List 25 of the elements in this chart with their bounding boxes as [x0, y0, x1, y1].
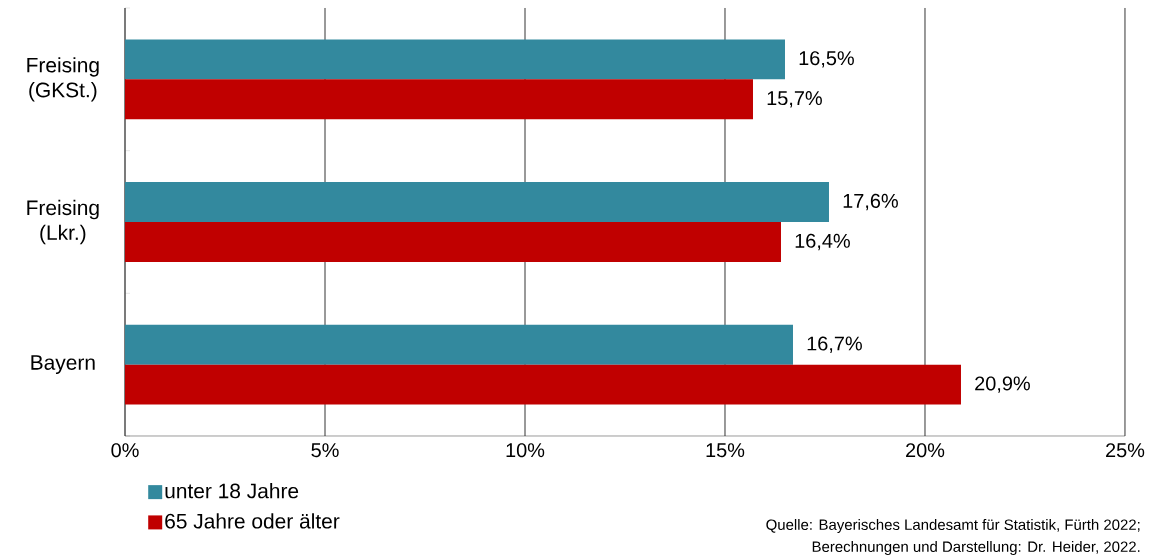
y-tick-label: Freising (GKSt.) — [27, 57, 99, 102]
data-label: 16,4% — [795, 233, 850, 251]
bar — [125, 39, 785, 80]
data-label: 16,7% — [807, 336, 862, 353]
data-label: 20,9% — [975, 376, 1030, 393]
x-tick-label: 10% — [506, 443, 545, 458]
text: Berechnungen und Darstellung: Dr. Heider, 2022. — [812, 541, 1140, 555]
y-tick-label: Freising (Lkr.) — [27, 199, 99, 245]
legend-label: 65 Jahre oder älter — [165, 513, 340, 529]
x-tick-label: 5% — [311, 443, 339, 458]
y-tick-label: Bayern — [31, 355, 95, 375]
bar — [125, 364, 961, 405]
x-tick-label: 15% — [706, 443, 745, 458]
legend-label: unter 18 Jahre — [165, 482, 299, 499]
source-note: Quelle: Bayerisches Landesamt für Statistik, Fürth 2022; — [766, 519, 1140, 533]
bar — [125, 182, 829, 222]
bar — [125, 221, 781, 262]
x-tick-label: 20% — [906, 443, 945, 458]
data-label: 15,7% — [767, 91, 822, 108]
bar — [125, 79, 753, 120]
bar — [125, 324, 793, 365]
data-label: 17,6% — [843, 193, 898, 211]
data-label: 16,5% — [799, 51, 854, 68]
x-tick-label: 25% — [1106, 443, 1145, 458]
x-tick-label: 0% — [111, 443, 139, 458]
